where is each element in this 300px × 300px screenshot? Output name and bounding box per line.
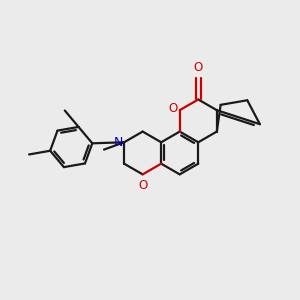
Text: O: O — [169, 103, 178, 116]
Text: N: N — [114, 136, 124, 149]
Text: O: O — [194, 61, 203, 74]
Text: O: O — [138, 179, 147, 192]
